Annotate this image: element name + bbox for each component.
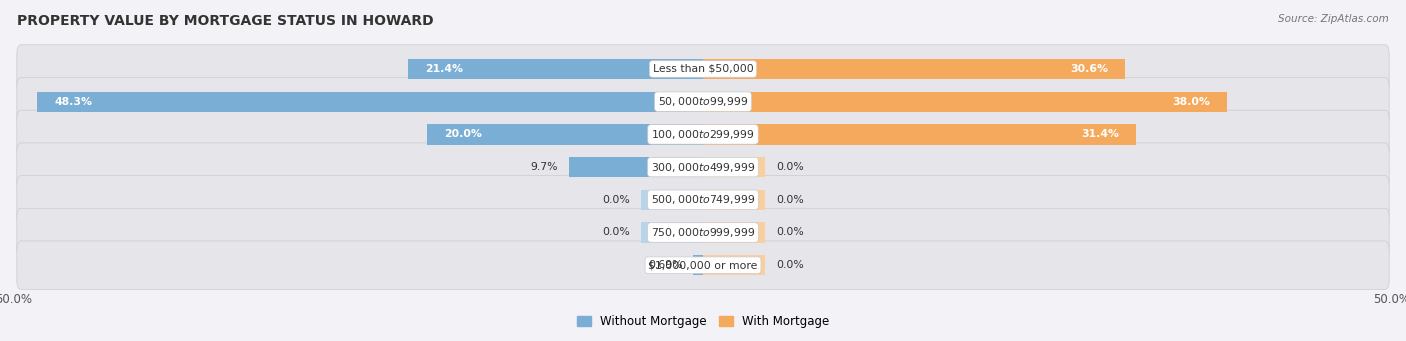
Bar [408,59,703,79]
Text: Source: ZipAtlas.com: Source: ZipAtlas.com [1278,14,1389,24]
FancyBboxPatch shape [17,110,1389,159]
FancyBboxPatch shape [17,176,1389,224]
Text: 30.6%: 30.6% [1070,64,1108,74]
Bar [641,190,703,210]
FancyBboxPatch shape [17,208,1389,257]
Bar [703,190,765,210]
Text: 48.3%: 48.3% [53,97,91,107]
Text: $300,000 to $499,999: $300,000 to $499,999 [651,161,755,174]
Text: 0.0%: 0.0% [776,162,804,172]
Text: $500,000 to $749,999: $500,000 to $749,999 [651,193,755,206]
Bar [703,91,1226,112]
Text: 0.0%: 0.0% [776,260,804,270]
FancyBboxPatch shape [17,241,1389,290]
FancyBboxPatch shape [17,143,1389,191]
Text: 0.0%: 0.0% [602,195,630,205]
Text: $50,000 to $99,999: $50,000 to $99,999 [658,95,748,108]
Bar [703,255,765,275]
Legend: Without Mortgage, With Mortgage: Without Mortgage, With Mortgage [572,311,834,333]
FancyBboxPatch shape [17,45,1389,93]
Text: $100,000 to $299,999: $100,000 to $299,999 [651,128,755,141]
Text: 0.0%: 0.0% [776,195,804,205]
Bar [427,124,703,145]
Text: 38.0%: 38.0% [1173,97,1211,107]
FancyBboxPatch shape [17,77,1389,126]
Text: 20.0%: 20.0% [444,129,482,139]
Text: 31.4%: 31.4% [1081,129,1119,139]
Bar [703,222,765,243]
Text: 0.0%: 0.0% [776,227,804,237]
Bar [703,157,765,177]
Text: 0.69%: 0.69% [648,260,682,270]
Text: 0.0%: 0.0% [602,227,630,237]
Text: 9.7%: 9.7% [531,162,558,172]
Text: $750,000 to $999,999: $750,000 to $999,999 [651,226,755,239]
Text: PROPERTY VALUE BY MORTGAGE STATUS IN HOWARD: PROPERTY VALUE BY MORTGAGE STATUS IN HOW… [17,14,433,28]
Bar [693,255,703,275]
Bar [38,91,703,112]
Text: 21.4%: 21.4% [425,64,463,74]
Bar [703,124,1136,145]
Bar [569,157,703,177]
Bar [703,59,1125,79]
Text: $1,000,000 or more: $1,000,000 or more [648,260,758,270]
Text: Less than $50,000: Less than $50,000 [652,64,754,74]
Bar [641,222,703,243]
